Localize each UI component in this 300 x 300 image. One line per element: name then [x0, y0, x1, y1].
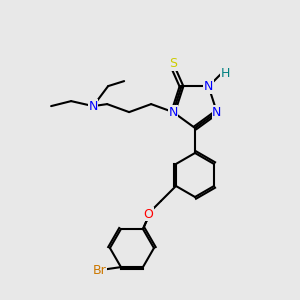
Text: H: H	[221, 67, 230, 80]
Text: O: O	[143, 208, 153, 220]
Text: Br: Br	[93, 264, 107, 277]
Text: N: N	[212, 106, 222, 118]
Text: N: N	[204, 80, 213, 93]
Text: N: N	[168, 106, 178, 118]
Text: S: S	[169, 57, 178, 70]
Text: N: N	[88, 100, 98, 112]
